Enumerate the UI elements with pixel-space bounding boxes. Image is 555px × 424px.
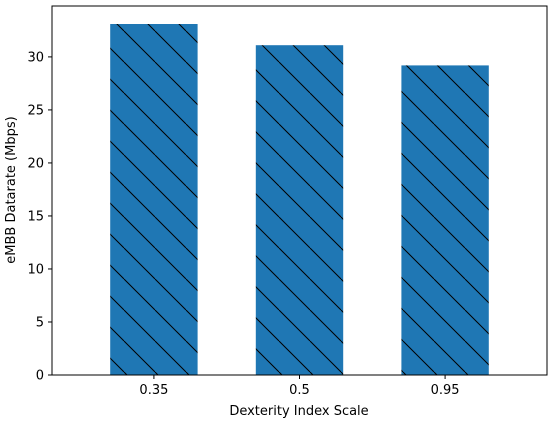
y-tick-label: 30	[27, 50, 44, 65]
x-tick-label: 0.35	[139, 383, 168, 398]
y-axis-ticks: 0 5 10 15 20 25 30	[27, 50, 52, 384]
bar-0.35	[110, 24, 198, 375]
y-tick-label: 10	[27, 262, 44, 277]
bar-0.95	[401, 65, 489, 376]
x-axis-ticks: 0.35 0.5 0.95	[139, 375, 460, 398]
x-axis-label: Dexterity Index Scale	[229, 404, 368, 419]
bar-0.5	[255, 45, 344, 375]
bars-layer	[110, 24, 489, 376]
x-tick-label: 0.5	[289, 383, 310, 398]
y-axis-label: eMBB Datarate (Mbps)	[4, 116, 19, 263]
y-tick-label: 0	[36, 369, 44, 384]
x-tick-label: 0.95	[431, 383, 460, 398]
y-tick-label: 20	[27, 156, 44, 171]
y-tick-label: 25	[27, 103, 44, 118]
plot-frame	[51, 5, 548, 376]
y-tick-label: 15	[27, 209, 44, 224]
y-tick-label: 5	[36, 315, 44, 330]
